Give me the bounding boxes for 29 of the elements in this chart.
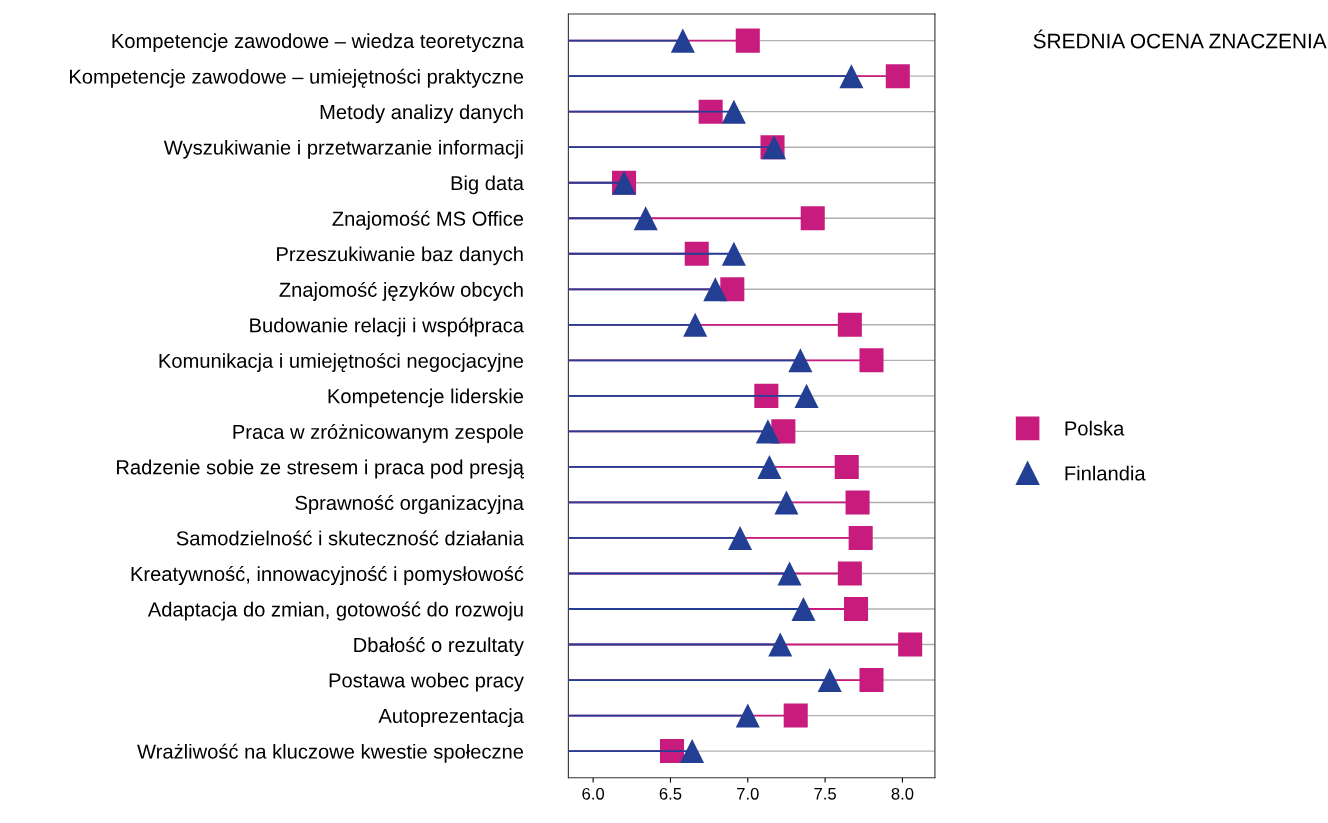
y-tick-label: Kompetencje zawodowe – umiejętności praktyczne [70, 68, 524, 88]
y-tick-label: Kompetencje liderskie [328, 388, 524, 408]
y-tick-label: Radzenie sobie ze stresem i praca pod presją [117, 459, 524, 479]
x-tick-label: 6.5 [659, 787, 682, 800]
y-tick-label: Samodzielność i skuteczność działania [176, 530, 524, 546]
y-tick-label: Przeszukiwanie baz danych [277, 246, 523, 266]
x-tick-label: 7.0 [737, 787, 759, 800]
y-tick-label: Znajomość języków obcych [279, 281, 523, 301]
y-tick-label: Budowanie relacji i współpraca [250, 317, 524, 337]
y-tick-label: Adaptacja do zmian, gotowość do rozwoju [147, 601, 523, 621]
x-tick-label: 8.0 [891, 787, 914, 800]
y-tick-label: Dbałość o rezultaty [354, 637, 524, 657]
y-tick-label: Metody analizy danych [320, 104, 523, 124]
y-tick-label: Kompetencje zawodowe – wiedza teoretyczna [112, 33, 524, 53]
legend-label: Polska [1065, 420, 1125, 436]
x-tick-label: 6.0 [582, 787, 605, 800]
y-tick-label: Komunikacja i umiejętności negocjacyjne [159, 352, 524, 372]
y-tick-label: Wyszukiwanie i przetwarzanie informacji [163, 139, 523, 159]
y-tick-label: Big data [451, 175, 524, 195]
y-tick-label: Znajomość MS Office [332, 210, 524, 230]
y-tick-label: Postawa wobec pracy [329, 672, 524, 692]
legend-label: Finlandia [1065, 465, 1146, 481]
y-tick-label: Praca w zróżnicowanym zespole [233, 423, 524, 443]
y-tick-label: Kreatywność, innowacyjność i pomysłowość [131, 566, 524, 586]
text: ŚREDNIA OCENA ZNACZENIA [1033, 29, 1327, 49]
y-tick-label: Sprawność organizacyjna [295, 495, 524, 515]
y-tick-label: Wrażliwość na kluczowe kwestie społeczne [137, 743, 524, 763]
y-tick-label: Autoprezentacja [378, 708, 524, 728]
x-tick-label: 7.5 [814, 788, 836, 800]
